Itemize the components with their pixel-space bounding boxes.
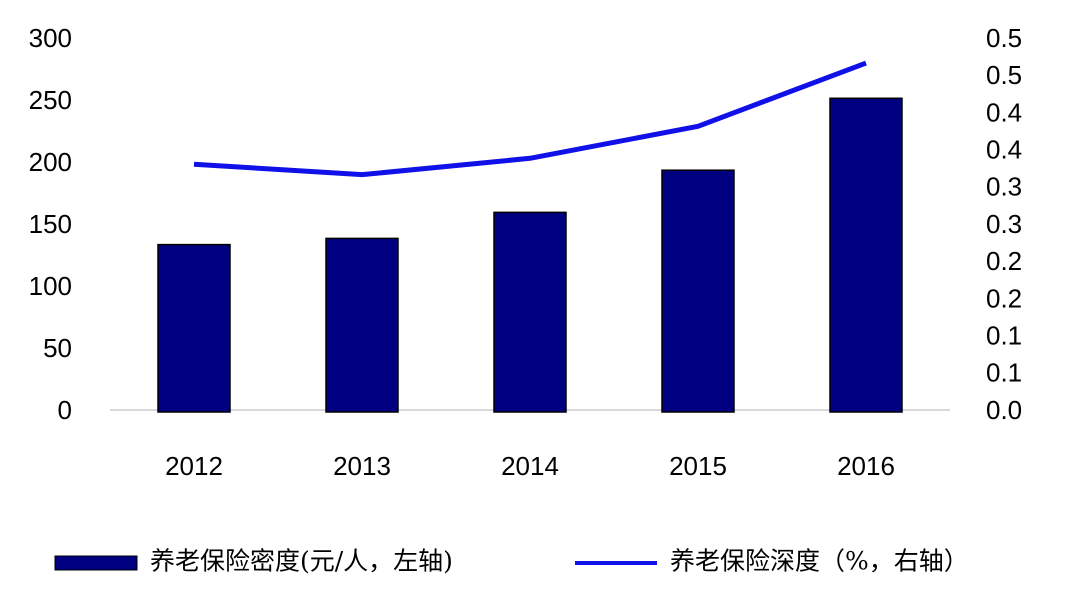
y2-tick-label: 0.2 [986, 246, 1022, 276]
bar [493, 211, 567, 413]
y-tick-label: 150 [29, 209, 72, 239]
x-tick-label: 2015 [669, 451, 727, 481]
y2-tick-label: 0.3 [986, 209, 1022, 239]
bar [829, 97, 903, 413]
x-tick-label: 2014 [501, 451, 559, 481]
legend-text: 养老保险密度(元/人，左轴) [150, 547, 453, 576]
x-tick-label: 2013 [333, 451, 391, 481]
y-tick-label: 250 [29, 85, 72, 115]
line [193, 60, 867, 178]
y2-tick-label: 0.2 [986, 283, 1022, 313]
y-tick-label: 100 [29, 271, 72, 301]
y2-tick-label: 0.4 [986, 134, 1022, 164]
y2-tick-label: 0.1 [986, 358, 1022, 388]
y2-tick-label: 0.5 [986, 23, 1022, 53]
x-tick-label: 2016 [837, 451, 895, 481]
y2-tick-label: 0.1 [986, 320, 1022, 350]
legend-swatch [54, 555, 138, 571]
y-tick-label: 300 [29, 23, 72, 53]
y2-tick-label: 0.5 [986, 60, 1022, 90]
bar [325, 237, 399, 413]
y-tick-label: 0 [58, 395, 72, 425]
y2-tick-label: 0.0 [986, 395, 1022, 425]
y2-tick-label: 0.4 [986, 97, 1022, 127]
bar [661, 169, 735, 413]
bar [157, 243, 231, 413]
y-tick-label: 200 [29, 147, 72, 177]
y2-tick-label: 0.3 [986, 172, 1022, 202]
legend-text: 养老保险深度（%，右轴） [670, 547, 969, 576]
x-tick-label: 2012 [165, 451, 223, 481]
y-tick-label: 50 [43, 333, 72, 363]
